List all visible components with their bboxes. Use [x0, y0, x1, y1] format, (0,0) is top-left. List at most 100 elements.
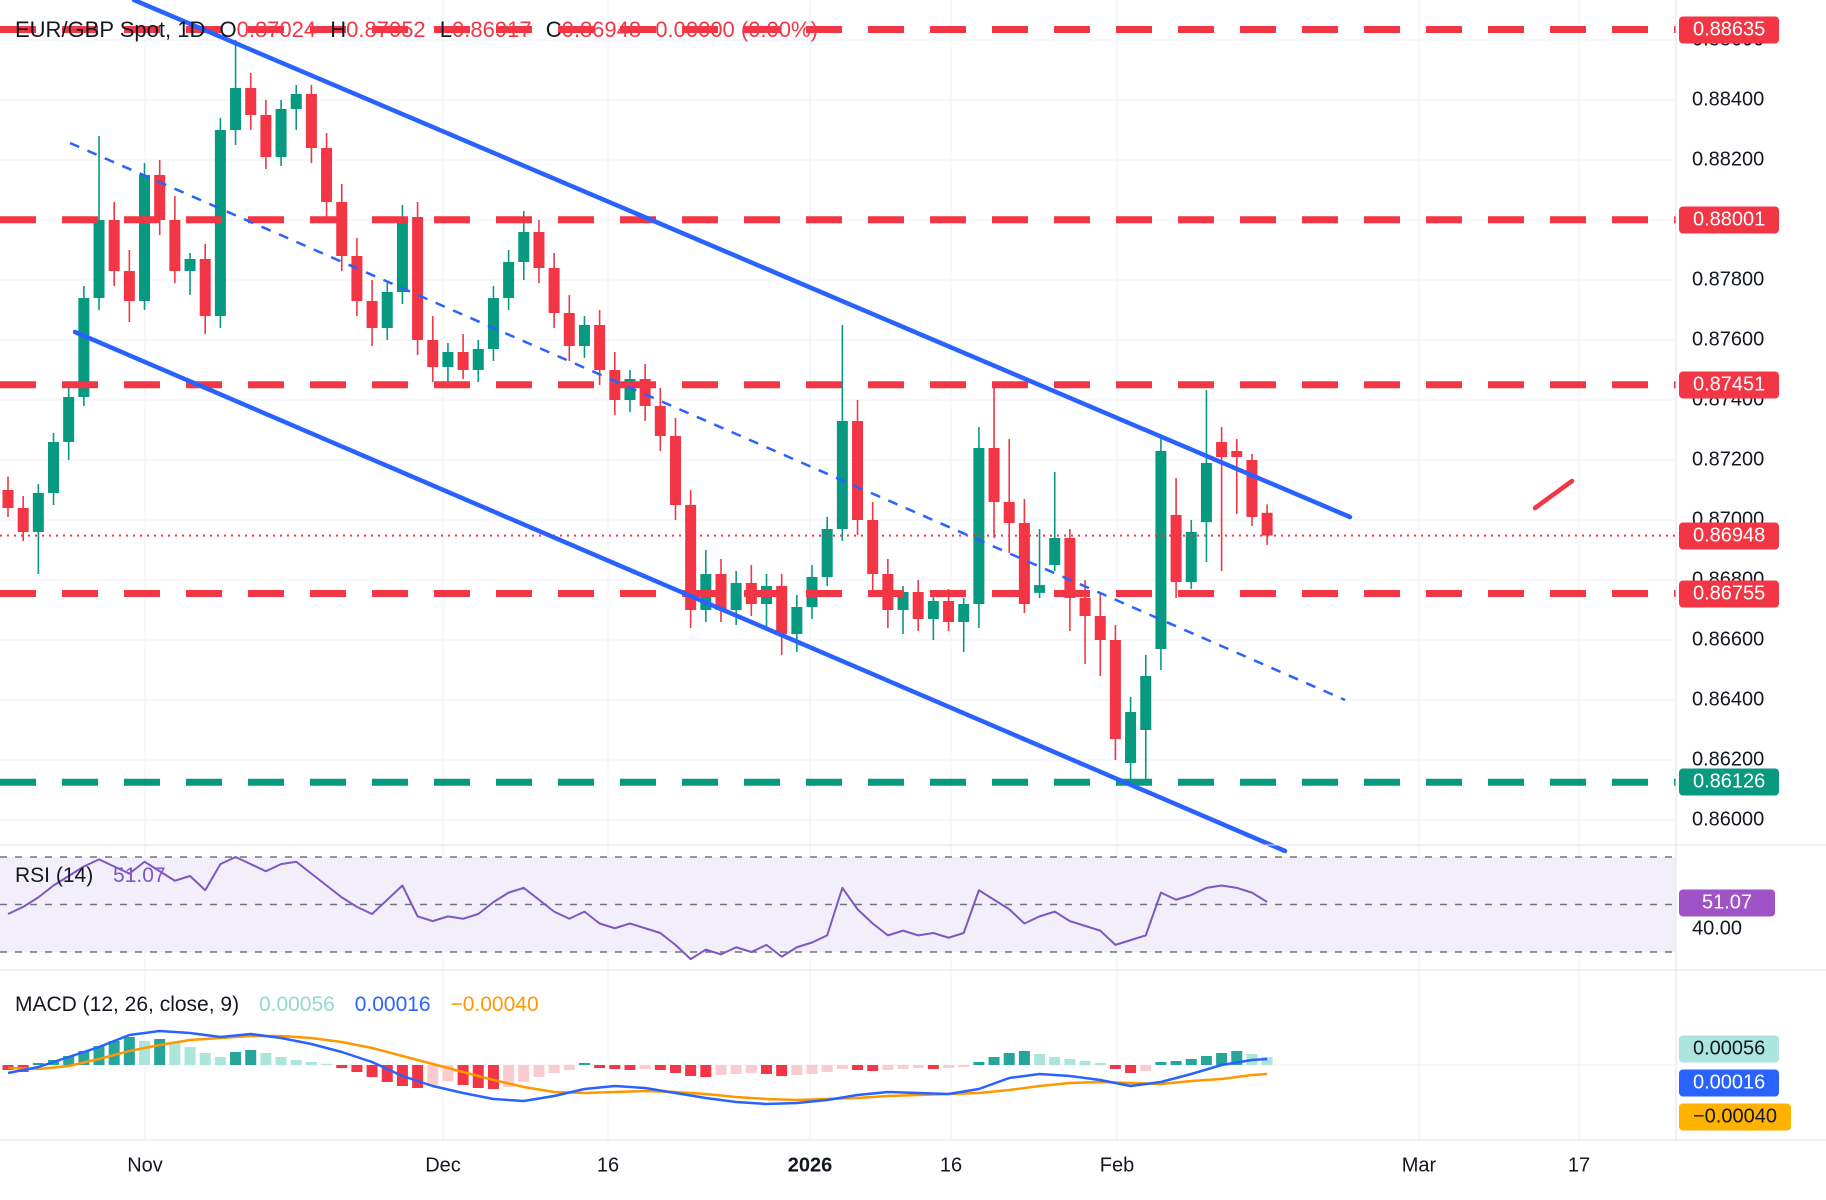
candle-body	[396, 217, 408, 292]
macd-histogram-bar	[669, 1065, 681, 1073]
candle-body	[184, 259, 196, 271]
macd-histogram-bar	[305, 1062, 317, 1065]
macd-histogram-bar	[958, 1065, 970, 1067]
candle-body	[563, 313, 575, 346]
candle-body	[139, 175, 151, 301]
candle-body	[32, 493, 44, 532]
candle-body	[245, 88, 257, 115]
candle-body	[988, 448, 1000, 502]
macd-line-value: 0.00016	[354, 993, 431, 1016]
price-tick-label: 0.87800	[1692, 268, 1765, 291]
macd-histogram-bar	[63, 1056, 75, 1065]
candle-body	[154, 175, 166, 220]
candle-body	[715, 574, 727, 610]
macd-histogram-bar	[457, 1065, 469, 1085]
symbol-title: EUR/GBP Spot, 1D	[15, 17, 206, 42]
macd-histogram-bar	[685, 1065, 697, 1076]
time-tick-label: 2026	[787, 1154, 833, 1177]
macd-histogram-bar	[93, 1046, 105, 1065]
candle-body	[472, 349, 484, 370]
macd-histogram-bar	[776, 1065, 788, 1076]
candle-body	[578, 325, 590, 346]
open-label: O	[219, 17, 237, 42]
high-label: H	[330, 17, 347, 42]
macd-histogram-bar	[852, 1065, 864, 1070]
candle-body	[1216, 442, 1228, 457]
macd-histogram-bar	[563, 1065, 575, 1070]
channel-mid-dashed-line	[69, 141, 1346, 702]
macd-histogram-bar	[548, 1065, 560, 1073]
price-tick-label: 0.87600	[1692, 328, 1765, 351]
price-tick-label: 0.86000	[1692, 808, 1765, 831]
macd-histogram-bar	[988, 1057, 1000, 1065]
macd-histogram-bar	[503, 1065, 515, 1087]
macd-histogram-bar	[245, 1050, 257, 1065]
macd-histogram-bar	[1003, 1053, 1015, 1065]
macd-histogram-bar	[108, 1041, 120, 1065]
macd-histogram-bar	[730, 1065, 742, 1074]
candle-body	[427, 340, 439, 367]
candle-body	[1049, 538, 1061, 565]
candle-body	[290, 94, 302, 109]
macd-histogram-bar	[2, 1065, 14, 1070]
open-value: 0.87024	[236, 17, 317, 42]
macd-histogram-bar	[745, 1065, 757, 1073]
close-value: 0.86948	[561, 17, 642, 42]
candle-body	[730, 583, 742, 610]
macd-histogram-bar	[821, 1065, 833, 1072]
candle-body	[487, 298, 499, 349]
macd-histogram-bar	[973, 1062, 985, 1065]
price-tick-label: 0.88400	[1692, 88, 1765, 111]
macd-histogram-bar	[290, 1060, 302, 1065]
price-tick-label: 0.87200	[1692, 448, 1765, 471]
price-tick-label: 0.86200	[1692, 748, 1765, 771]
macd-histogram-bar	[1094, 1063, 1106, 1065]
candle-body	[821, 529, 833, 577]
price-tick-label: 0.88200	[1692, 148, 1765, 171]
macd-histogram-bar	[351, 1065, 363, 1072]
axis-value-badge: 0.86948	[1679, 522, 1780, 550]
candle-body	[169, 220, 181, 271]
macd-histogram-bar	[260, 1053, 272, 1065]
candle-body	[836, 421, 848, 529]
macd-histogram-bar	[184, 1047, 196, 1065]
axis-value-badge: 0.88001	[1679, 206, 1780, 234]
rsi-label: RSI (14)	[15, 864, 94, 887]
time-tick-label: 16	[596, 1154, 620, 1177]
macd-histogram-bar	[381, 1065, 393, 1082]
macd-histogram-bar	[1261, 1057, 1273, 1065]
low-value: 0.86917	[452, 17, 532, 42]
macd-legend: MACD (12, 26, close, 9) 0.00056 0.00016 …	[15, 993, 539, 1017]
candle-body	[1185, 532, 1197, 583]
macd-histogram-bar	[654, 1065, 666, 1070]
axis-value-badge: 0.00016	[1679, 1069, 1780, 1097]
candle-body	[442, 352, 454, 367]
macd-histogram-bar	[366, 1065, 378, 1077]
macd-histogram-bar	[791, 1065, 803, 1075]
macd-histogram-bar	[700, 1065, 712, 1077]
macd-histogram-bar	[609, 1065, 621, 1069]
macd-histogram-bar	[927, 1065, 939, 1069]
candle-body	[1003, 502, 1015, 523]
macd-histogram-bar	[1109, 1065, 1121, 1069]
axis-value-badge: 0.86755	[1679, 580, 1780, 607]
axis-value-badge: −0.00040	[1679, 1103, 1791, 1131]
macd-histogram-bar	[1018, 1051, 1030, 1065]
candle-body	[199, 259, 211, 316]
macd-histogram-bar	[336, 1065, 348, 1068]
axis-value-badge: 51.07	[1679, 889, 1775, 917]
symbol-legend: EUR/GBP Spot, 1D O0.87024 H0.87052 L0.86…	[15, 17, 818, 43]
candle-body	[381, 292, 393, 328]
channel-lower-line	[72, 329, 1288, 854]
candle-body	[973, 448, 985, 604]
macd-histogram-bar	[275, 1057, 287, 1065]
macd-histogram-bar	[1200, 1056, 1212, 1065]
candle-body	[518, 232, 530, 262]
macd-histogram-bar	[1125, 1065, 1137, 1073]
candle-body	[336, 202, 348, 256]
macd-histogram-bar	[169, 1043, 181, 1065]
macd-signal-value: −0.00040	[450, 993, 539, 1016]
low-label: L	[439, 17, 453, 42]
candle-body	[366, 301, 378, 328]
